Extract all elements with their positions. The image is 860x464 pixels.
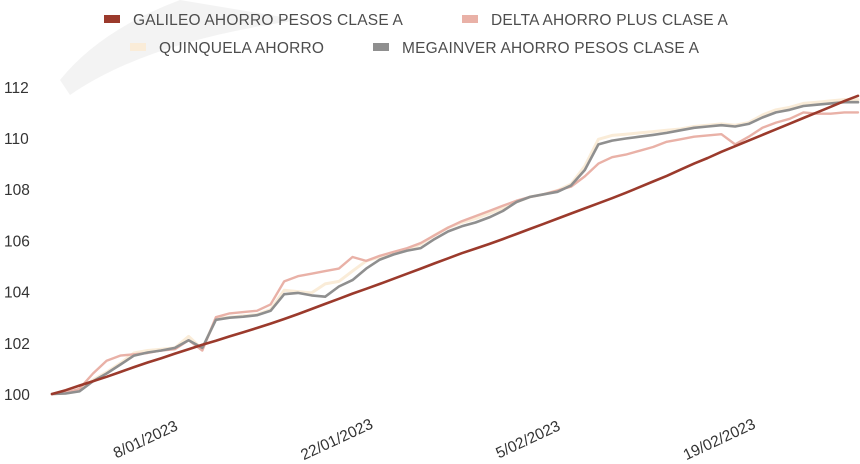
y-tick-label: 106 — [4, 233, 30, 250]
y-axis-ticks: 100 102 104 106 108 110 112 — [4, 80, 30, 404]
legend-label: DELTA AHORRO PLUS CLASE A — [491, 12, 728, 29]
legend-item: GALILEO AHORRO PESOS CLASE A — [104, 12, 404, 29]
background-swoosh — [60, 0, 300, 95]
series-line — [50, 100, 860, 396]
legend-label: QUINQUELA AHORRO — [159, 40, 324, 57]
legend-item: DELTA AHORRO PLUS CLASE A — [462, 12, 728, 29]
series-lines — [50, 94, 860, 396]
y-tick-label: 104 — [4, 285, 30, 302]
y-tick-label: 110 — [4, 131, 29, 148]
legend-item: MEGAINVER AHORRO PESOS CLASE A — [373, 40, 700, 57]
legend-swatch — [373, 43, 389, 51]
y-tick-label: 100 — [4, 387, 30, 404]
y-tick-label: 112 — [4, 80, 29, 97]
y-tick-label: 102 — [4, 336, 30, 353]
legend-swatch — [130, 43, 146, 51]
legend-label: MEGAINVER AHORRO PESOS CLASE A — [402, 40, 700, 57]
legend-swatch — [104, 15, 120, 23]
series-line — [50, 94, 860, 396]
legend-label: GALILEO AHORRO PESOS CLASE A — [133, 12, 404, 29]
legend-swatch — [462, 15, 478, 23]
legend-item: QUINQUELA AHORRO — [130, 40, 324, 57]
y-tick-label: 108 — [4, 182, 30, 199]
legend: GALILEO AHORRO PESOS CLASE A DELTA AHORRO… — [104, 12, 728, 57]
